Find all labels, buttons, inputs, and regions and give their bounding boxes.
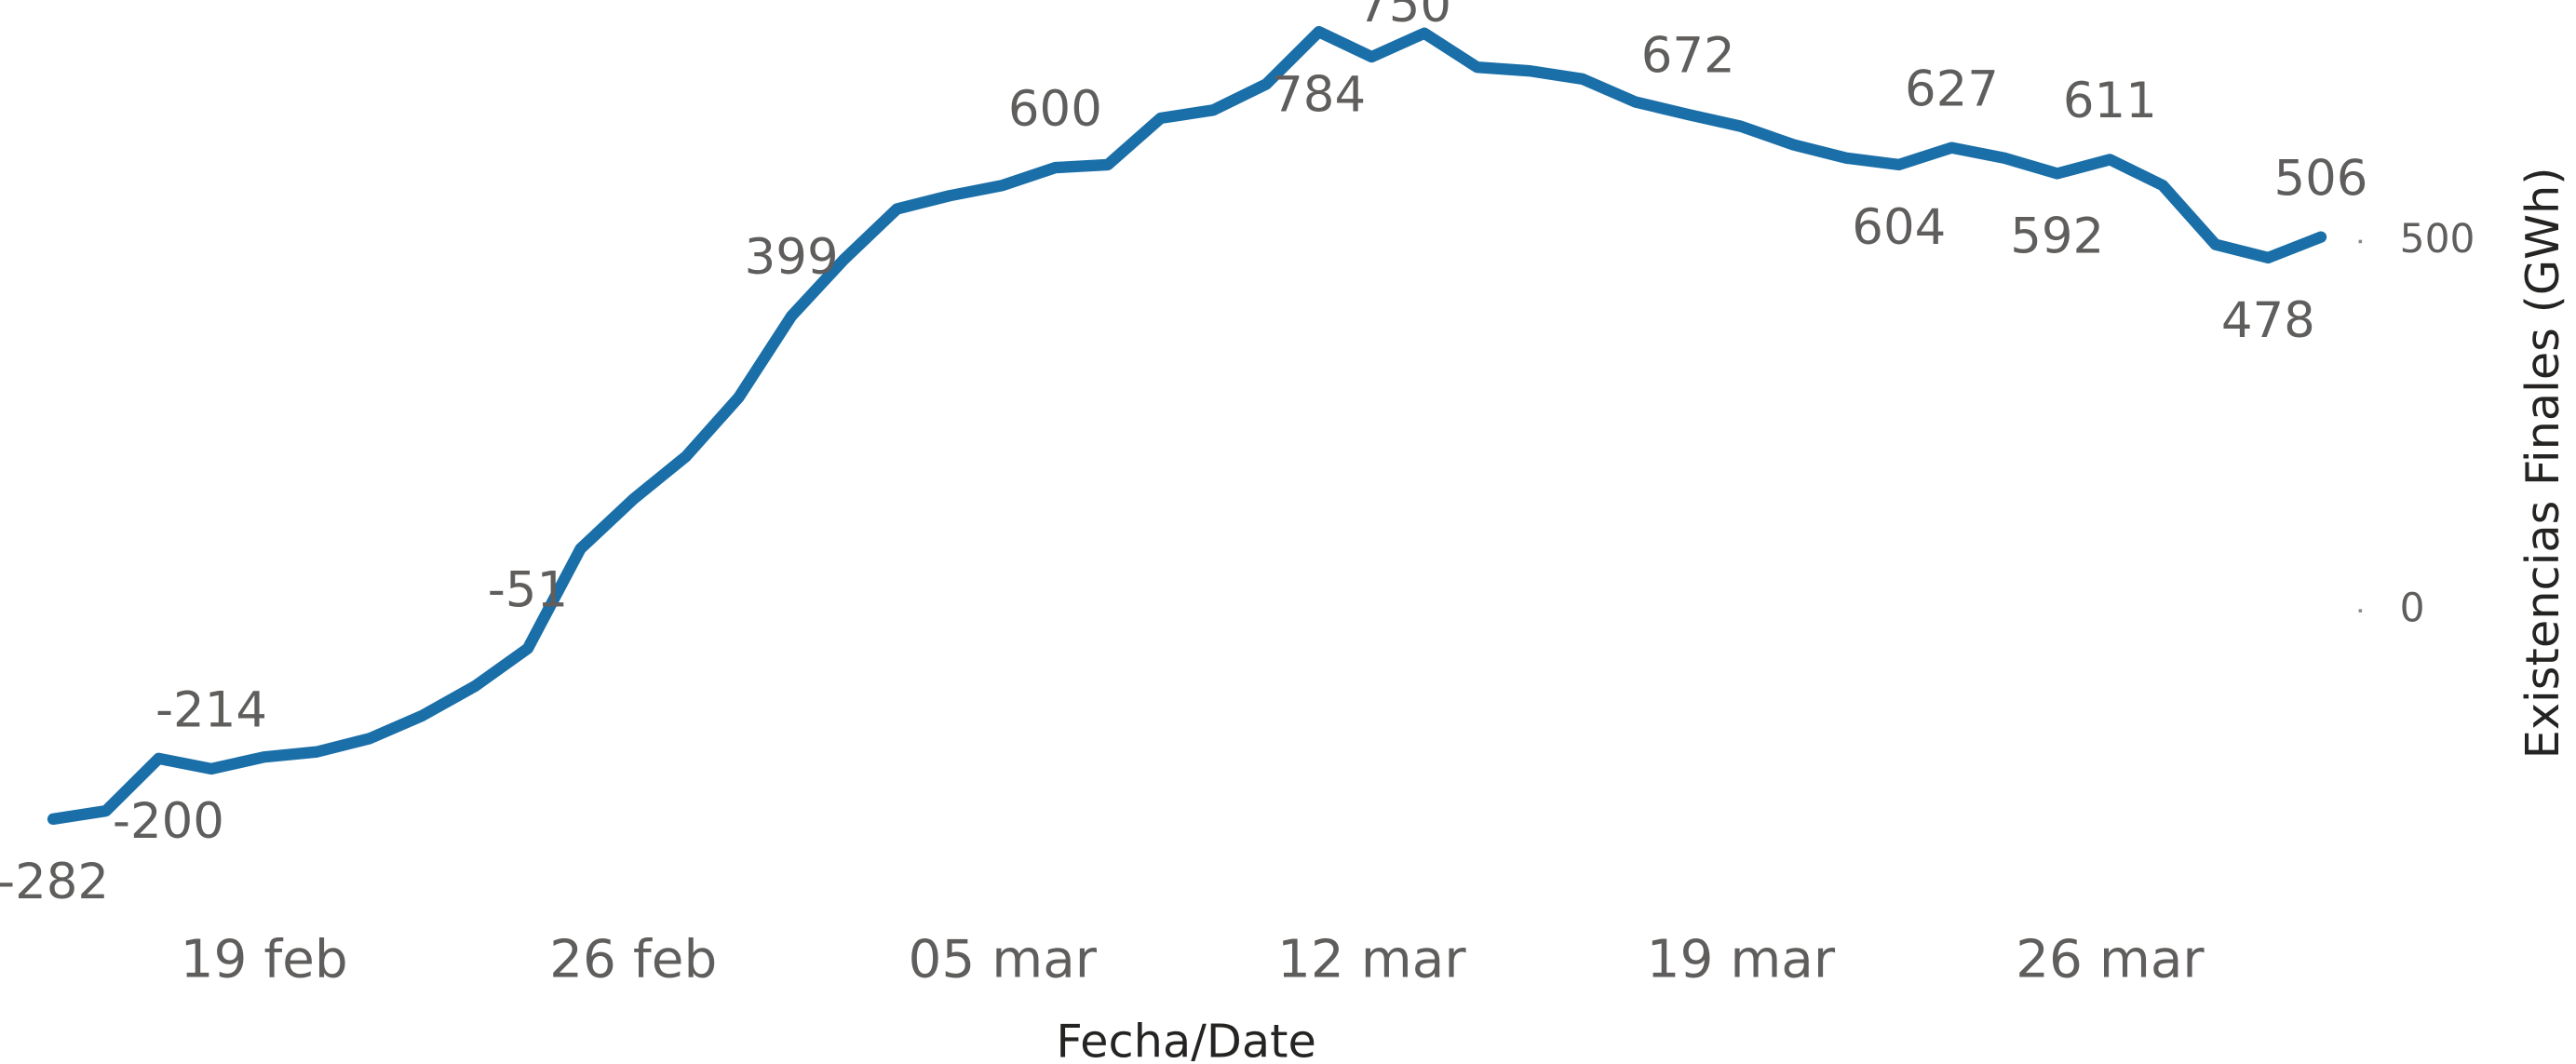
data-label: -51	[488, 561, 568, 618]
x-tick-label: 26 feb	[549, 929, 717, 990]
data-label: -200	[113, 793, 224, 850]
data-label: 784	[1272, 66, 1366, 123]
data-label: 611	[2063, 73, 2157, 129]
x-axis-title: Fecha/Date	[1056, 1014, 1315, 1064]
x-tick-label: 19 mar	[1647, 929, 1836, 990]
data-label: 604	[1852, 199, 1946, 256]
y-tick-label: 0	[2400, 586, 2425, 631]
x-tick-label: 12 mar	[1277, 929, 1466, 990]
data-label: 478	[2221, 292, 2315, 349]
data-label: 399	[745, 229, 839, 286]
y-axis-title: Existencias Finales (GWh)	[2515, 167, 2569, 759]
data-label: 627	[1905, 61, 1999, 117]
data-label: -282	[0, 854, 109, 910]
data-label: -214	[155, 682, 267, 739]
x-tick-label: 19 feb	[181, 929, 348, 990]
data-label: 600	[1008, 81, 1102, 138]
data-label: 506	[2273, 150, 2367, 207]
data-label: 672	[1641, 28, 1735, 85]
x-tick-label: 05 mar	[908, 929, 1097, 990]
data-line	[47, 25, 2327, 826]
y-tick-label: 500	[2400, 216, 2475, 262]
data-label: 750	[1357, 0, 1451, 34]
data-label: 592	[2010, 209, 2104, 265]
x-tick-label: 26 mar	[2016, 929, 2205, 990]
